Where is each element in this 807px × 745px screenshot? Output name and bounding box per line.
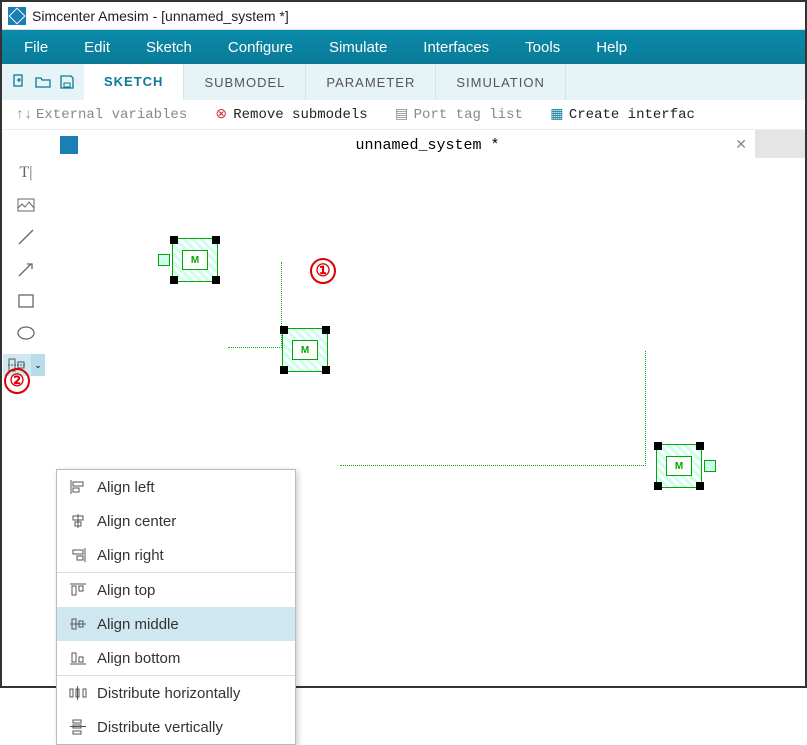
align-context-menu: Align left Align center Align right Alig… bbox=[56, 469, 296, 745]
create-interface-label: Create interfac bbox=[569, 107, 695, 123]
window-title: Simcenter Amesim - [unnamed_system *] bbox=[32, 8, 289, 24]
open-file-icon[interactable] bbox=[34, 73, 52, 91]
menu-align-right-label: Align right bbox=[97, 547, 164, 564]
port-tag-label: Port tag list bbox=[414, 107, 523, 123]
menu-configure[interactable]: Configure bbox=[210, 30, 311, 64]
new-file-icon[interactable] bbox=[10, 73, 28, 91]
tab-simulation[interactable]: SIMULATION bbox=[436, 64, 566, 100]
tool-image[interactable] bbox=[12, 194, 40, 216]
align-left-icon bbox=[69, 478, 87, 496]
tool-rect[interactable] bbox=[12, 290, 40, 312]
external-vars-label: External variables bbox=[36, 107, 187, 123]
align-bottom-icon bbox=[69, 649, 87, 667]
tool-ellipse[interactable] bbox=[12, 322, 40, 344]
menu-simulate[interactable]: Simulate bbox=[311, 30, 405, 64]
tool-line[interactable] bbox=[12, 226, 40, 248]
menu-distribute-vertically[interactable]: Distribute vertically bbox=[57, 710, 295, 744]
titlebar: Simcenter Amesim - [unnamed_system *] bbox=[2, 2, 805, 30]
cmd-external-variables[interactable]: ↑↓ External variables bbox=[6, 107, 197, 123]
distribute-h-icon bbox=[69, 684, 87, 702]
menu-align-middle-label: Align middle bbox=[97, 616, 179, 633]
menu-tools[interactable]: Tools bbox=[507, 30, 578, 64]
cmd-create-interface[interactable]: ▦ Create interfac bbox=[539, 107, 705, 123]
menu-align-top[interactable]: Align top bbox=[57, 573, 295, 607]
menu-align-center[interactable]: Align center bbox=[57, 504, 295, 538]
tab-overflow bbox=[755, 130, 805, 158]
menu-align-left-label: Align left bbox=[97, 479, 155, 496]
align-center-icon bbox=[69, 512, 87, 530]
component-motor-2[interactable]: M bbox=[270, 322, 340, 378]
external-vars-icon: ↑↓ bbox=[16, 107, 32, 123]
component-motor-1[interactable]: M bbox=[160, 232, 230, 288]
left-toolbar: T| ⌄ bbox=[2, 130, 50, 686]
menu-align-left[interactable]: Align left bbox=[57, 470, 295, 504]
menu-edit[interactable]: Edit bbox=[66, 30, 128, 64]
remove-icon: ⊗ bbox=[213, 107, 229, 123]
document-tabbar: unnamed_system * ✕ bbox=[50, 130, 805, 160]
annotation-2: ② bbox=[4, 368, 30, 394]
close-document-button[interactable]: ✕ bbox=[735, 136, 747, 153]
menu-align-center-label: Align center bbox=[97, 513, 176, 530]
menu-distribute-v-label: Distribute vertically bbox=[97, 719, 223, 736]
menu-distribute-horizontally[interactable]: Distribute horizontally bbox=[57, 676, 295, 710]
menu-align-bottom[interactable]: Align bottom bbox=[57, 641, 295, 675]
menu-align-right[interactable]: Align right bbox=[57, 538, 295, 572]
align-top-icon bbox=[69, 581, 87, 599]
menu-align-bottom-label: Align bottom bbox=[97, 650, 180, 667]
cmd-remove-submodels[interactable]: ⊗ Remove submodels bbox=[203, 107, 377, 123]
sub-toolbar: ↑↓ External variables ⊗ Remove submodels… bbox=[2, 100, 805, 130]
menu-align-middle[interactable]: Align middle bbox=[57, 607, 295, 641]
tool-text[interactable]: T| bbox=[12, 162, 40, 184]
annotation-1: ① bbox=[310, 258, 336, 284]
workspace: T| ⌄ unnamed_system * ✕ bbox=[2, 130, 805, 686]
menu-interfaces[interactable]: Interfaces bbox=[405, 30, 507, 64]
menu-file[interactable]: File bbox=[6, 30, 66, 64]
menu-distribute-h-label: Distribute horizontally bbox=[97, 685, 240, 702]
document-icon bbox=[60, 136, 78, 154]
menu-help[interactable]: Help bbox=[578, 30, 645, 64]
menubar: File Edit Sketch Configure Simulate Inte… bbox=[2, 30, 805, 64]
app-icon bbox=[8, 7, 26, 25]
tool-arrow[interactable] bbox=[12, 258, 40, 280]
document-title: unnamed_system * bbox=[355, 137, 499, 154]
component-motor-3[interactable]: M bbox=[644, 438, 714, 494]
ribbon: SKETCH SUBMODEL PARAMETER SIMULATION bbox=[2, 64, 805, 100]
wire-2[interactable] bbox=[340, 351, 646, 466]
menu-sketch[interactable]: Sketch bbox=[128, 30, 210, 64]
cmd-port-tag-list[interactable]: ▤ Port tag list bbox=[384, 107, 533, 123]
distribute-v-icon bbox=[69, 718, 87, 736]
tab-parameter[interactable]: PARAMETER bbox=[306, 64, 436, 100]
create-interface-icon: ▦ bbox=[549, 107, 565, 123]
save-icon[interactable] bbox=[58, 73, 76, 91]
menu-align-top-label: Align top bbox=[97, 582, 155, 599]
tab-sketch[interactable]: SKETCH bbox=[84, 64, 184, 100]
tool-align-dropdown[interactable]: ⌄ bbox=[31, 354, 45, 376]
align-right-icon bbox=[69, 546, 87, 564]
port-tag-icon: ▤ bbox=[394, 107, 410, 123]
remove-submodels-label: Remove submodels bbox=[233, 107, 367, 123]
tab-submodel[interactable]: SUBMODEL bbox=[184, 64, 306, 100]
align-middle-icon bbox=[69, 615, 87, 633]
